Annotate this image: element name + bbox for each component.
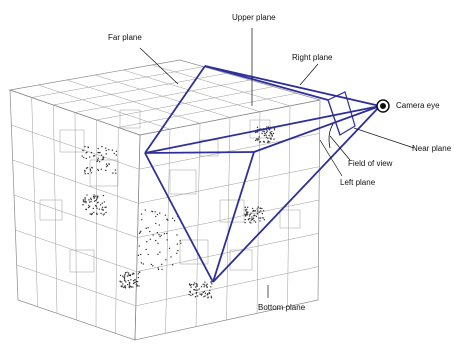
top-grid-line	[118, 93, 297, 128]
camera-eye-label: Camera eye	[396, 101, 440, 110]
near-plane-leader	[353, 127, 415, 149]
left-plane-leader	[319, 139, 343, 177]
octree-cell	[69, 249, 95, 273]
view-frustum	[144, 65, 381, 283]
frustum-edge-top-near	[204, 65, 381, 107]
octree-cell	[229, 249, 253, 271]
octree-subdivision-grid	[11, 64, 320, 334]
right-plane-leader	[299, 63, 319, 86]
frustum-edge-right-bottom	[212, 151, 255, 283]
octree-cell	[169, 169, 197, 195]
field-of-view-label: Field of view	[348, 159, 393, 168]
field-of-view-leader	[329, 135, 351, 161]
near-plane-diag	[327, 99, 341, 136]
bottom-plane-label: Bottom plane	[258, 303, 306, 312]
frustum-edge-right-top	[204, 65, 329, 101]
front-grid-line	[16, 264, 136, 307]
frustum-edge-bottom-far	[144, 152, 214, 283]
left-plane-label: Left plane	[340, 178, 376, 187]
point-cluster	[82, 194, 107, 216]
frustum-edge-center	[144, 151, 255, 154]
right-plane-label: Right plane	[292, 53, 333, 62]
octree-cell	[179, 239, 209, 265]
point-cluster	[188, 281, 213, 299]
right-grid-line	[135, 266, 319, 307]
octree-cell	[89, 159, 119, 187]
point-cluster	[137, 209, 182, 271]
point-cluster	[244, 206, 266, 224]
near-plane-label: Near plane	[412, 144, 452, 153]
point-cluster	[81, 145, 118, 175]
far-plane-label: Far plane	[108, 33, 142, 42]
front-grid-line	[95, 119, 97, 327]
octree-cell	[39, 199, 63, 221]
far-plane-leader	[139, 47, 179, 85]
upper-plane-label: Upper plane	[232, 13, 276, 22]
point-cloud-clusters	[81, 126, 276, 299]
frustum-edge-top-far	[144, 65, 206, 154]
front-grid-line	[115, 127, 119, 334]
frustum-edge-left	[144, 105, 381, 154]
field-of-view-arc	[328, 123, 334, 149]
frustum-edge-mid	[253, 105, 381, 153]
octree-cell	[59, 129, 85, 153]
camera-eye-icon	[376, 99, 390, 113]
frustum-edge-bottom-near	[212, 105, 381, 283]
leader-lines	[139, 28, 415, 298]
octree-cell	[219, 199, 245, 223]
octree-cell	[119, 109, 141, 129]
octree-cell	[279, 209, 301, 229]
point-cluster	[119, 271, 141, 289]
octree-cell	[199, 139, 219, 157]
